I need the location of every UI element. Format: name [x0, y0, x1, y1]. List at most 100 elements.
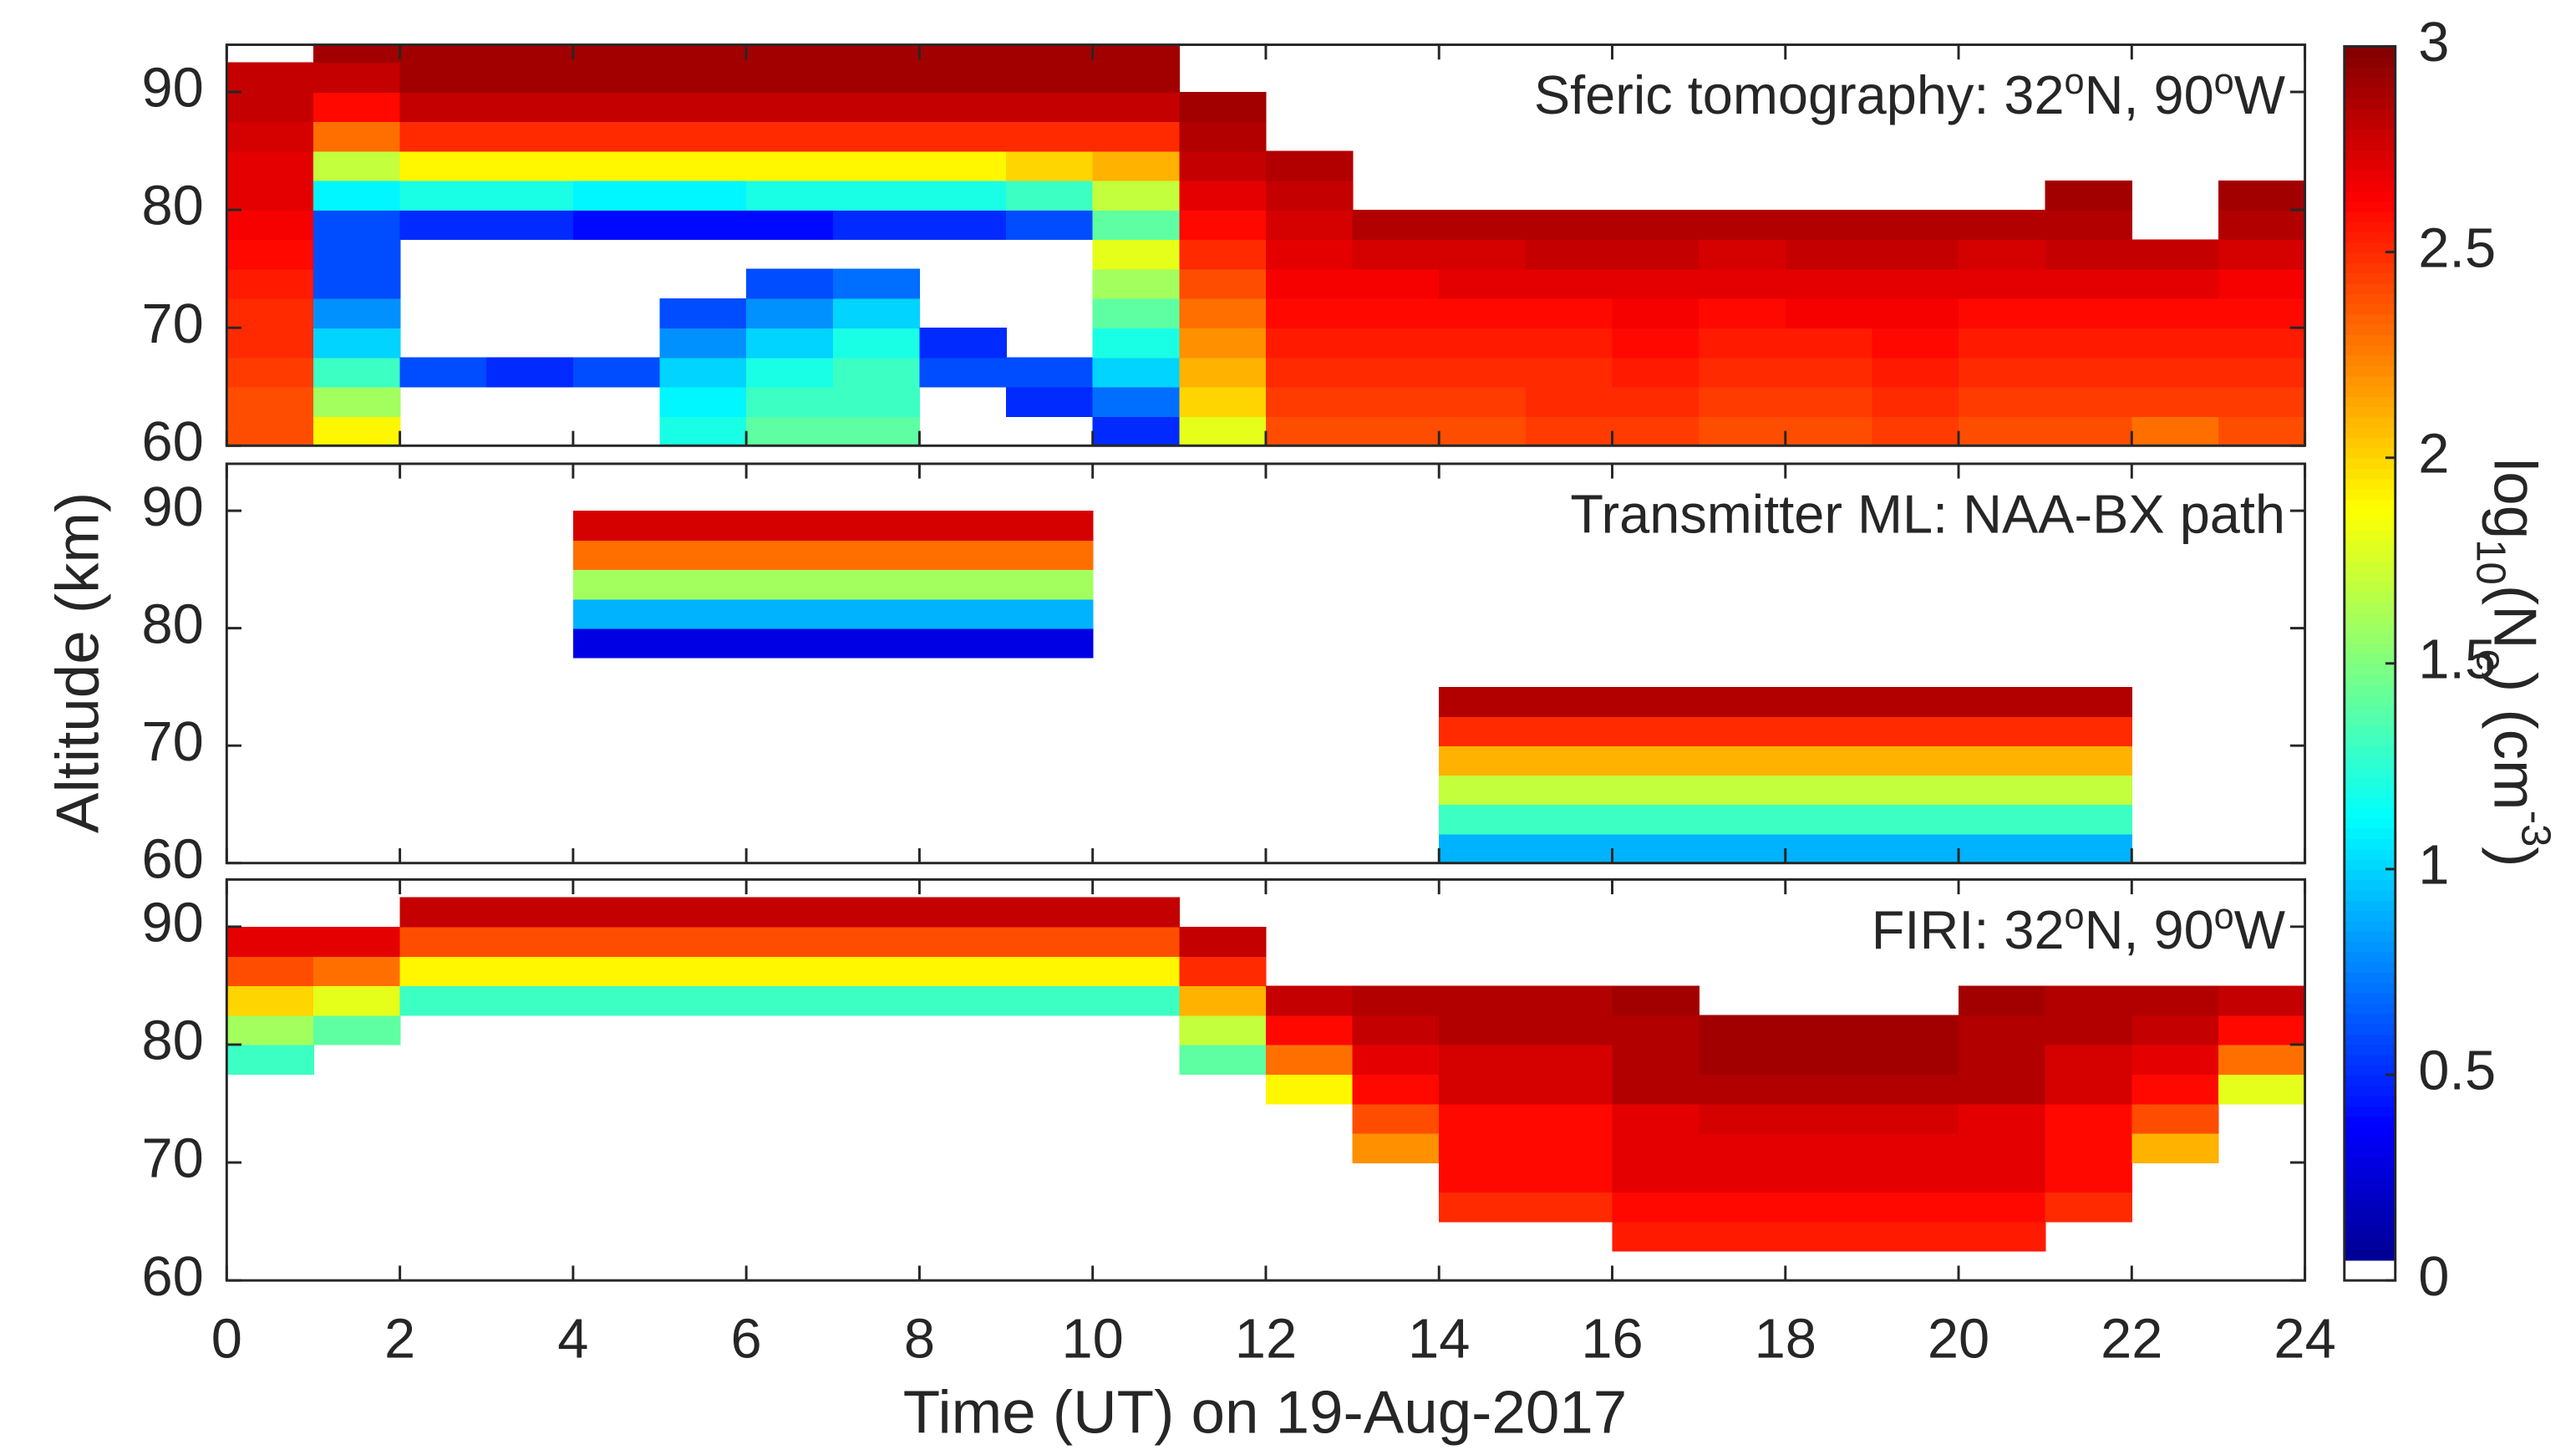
colorbar-strip: [2344, 961, 2396, 973]
heatmap-cell: [1179, 357, 1267, 388]
heatmap-cell: [2218, 1074, 2306, 1105]
y-tick-label: 60: [141, 1245, 203, 1308]
heatmap-cell: [1179, 91, 1267, 123]
colorbar-strip: [2344, 1116, 2396, 1127]
heatmap-cell: [2218, 416, 2306, 447]
heatmap-cell: [2045, 1044, 2133, 1075]
heatmap-cell: [1872, 416, 1959, 447]
heatmap-cell: [2218, 268, 2306, 299]
heatmap-cell: [1612, 833, 1700, 864]
title-part: N, 90: [2085, 64, 2214, 125]
heatmap-cell: [1699, 1044, 1786, 1075]
heatmap-cell: [1699, 1192, 1786, 1223]
colorbar-strip: [2344, 1064, 2396, 1076]
heatmap-cell: [1612, 1103, 1700, 1134]
heatmap-cell: [1872, 328, 1959, 359]
heatmap-cell: [1006, 956, 1094, 987]
heatmap-cell: [1352, 1044, 1440, 1075]
colorbar-strip: [2344, 1208, 2396, 1220]
y-tick-label: 70: [141, 1127, 203, 1190]
heatmap-cell: [572, 956, 661, 987]
heatmap-cell: [832, 540, 921, 571]
colorbar-strip: [2344, 478, 2396, 490]
heatmap-cell: [1699, 1132, 1786, 1163]
colorbar-strip: [2344, 910, 2396, 922]
heatmap-cell: [312, 91, 401, 123]
heatmap-cell: [2131, 239, 2219, 270]
heatmap-cell: [399, 150, 488, 181]
heatmap-cell: [919, 628, 1007, 659]
heatmap-cell: [572, 150, 661, 181]
colorbar-strip: [2344, 98, 2396, 109]
heatmap-cell: [1006, 598, 1094, 629]
colorbar-strip: [2344, 1002, 2396, 1015]
heatmap-cell: [659, 540, 747, 571]
heatmap-cell: [312, 210, 401, 241]
heatmap-cell: [746, 926, 834, 957]
colorbar-strip: [2344, 303, 2396, 315]
heatmap-cell: [1179, 386, 1267, 417]
heatmap-cell: [312, 62, 401, 93]
colorbar-tick-label: 1.5: [2418, 628, 2496, 690]
heatmap-cell: [746, 386, 834, 417]
colorbar-tick-label: 1: [2418, 834, 2449, 897]
heatmap-cell: [1699, 268, 1786, 299]
heatmap-cell: [399, 956, 488, 987]
x-tick-label: 2: [384, 1307, 415, 1370]
heatmap-cell: [746, 121, 834, 152]
heatmap-cell: [1959, 745, 2046, 776]
heatmap-cell: [1525, 1132, 1613, 1163]
heatmap-cell: [2218, 210, 2306, 241]
heatmap-cell: [1179, 180, 1267, 211]
x-tick-label: 24: [2274, 1307, 2335, 1370]
heatmap-cell: [832, 62, 921, 93]
heatmap-cell: [1612, 1015, 1700, 1045]
colorbar-strip: [2344, 56, 2396, 69]
colorbar-strip: [2344, 77, 2396, 89]
heatmap-cell: [1439, 1162, 1527, 1193]
heatmap-cell: [2131, 268, 2219, 299]
colorbar-strip: [2344, 786, 2396, 798]
heatmap-cell: [1699, 1074, 1786, 1105]
heatmap-cell: [226, 956, 314, 987]
colorbar-strip: [2344, 560, 2396, 572]
heatmap-cell: [2045, 1074, 2133, 1105]
heatmap-cell: [1092, 180, 1181, 211]
heatmap-cell: [399, 985, 488, 1016]
colorbar-strip: [2344, 735, 2396, 747]
heatmap-cell: [1439, 298, 1527, 328]
heatmap-cell: [1785, 1074, 1873, 1105]
heatmap-cell: [486, 926, 574, 957]
heatmap-cell: [1785, 1192, 1873, 1223]
colorbar-strip: [2344, 149, 2396, 160]
heatmap-cell: [832, 956, 921, 987]
colorbar-strip: [2344, 632, 2396, 644]
heatmap-cell: [1872, 1015, 1959, 1045]
colorbar-strip: [2344, 406, 2396, 418]
heatmap-cell: [1872, 210, 1959, 241]
heatmap-cell: [312, 268, 401, 299]
heatmap-cell: [226, 357, 314, 388]
colorbar-strip: [2344, 827, 2396, 839]
heatmap-cell: [399, 926, 488, 957]
colorbar-strip: [2344, 128, 2396, 140]
heatmap-cell: [1439, 268, 1527, 299]
colorbar-strip: [2344, 622, 2396, 633]
colorbar-strip: [2344, 190, 2396, 202]
colorbar-strip: [2344, 725, 2396, 736]
heatmap-cell: [486, 91, 574, 123]
heatmap-cell: [746, 328, 834, 359]
heatmap-cell: [486, 985, 574, 1016]
heatmap-cell: [659, 91, 747, 123]
y-tick-label: 90: [141, 891, 203, 954]
colorbar-strip: [2344, 468, 2396, 480]
colorbar-strip: [2344, 1085, 2396, 1096]
heatmap-cell: [2131, 328, 2219, 359]
heatmap-cell: [1872, 298, 1959, 328]
colorbar-strip: [2344, 180, 2396, 191]
colorbar-label-part: ): [2481, 847, 2548, 867]
heatmap-cell: [1179, 298, 1267, 328]
colorbar-strip: [2344, 221, 2396, 232]
colorbar-strip: [2344, 395, 2396, 408]
heatmap-cell: [226, 239, 314, 270]
